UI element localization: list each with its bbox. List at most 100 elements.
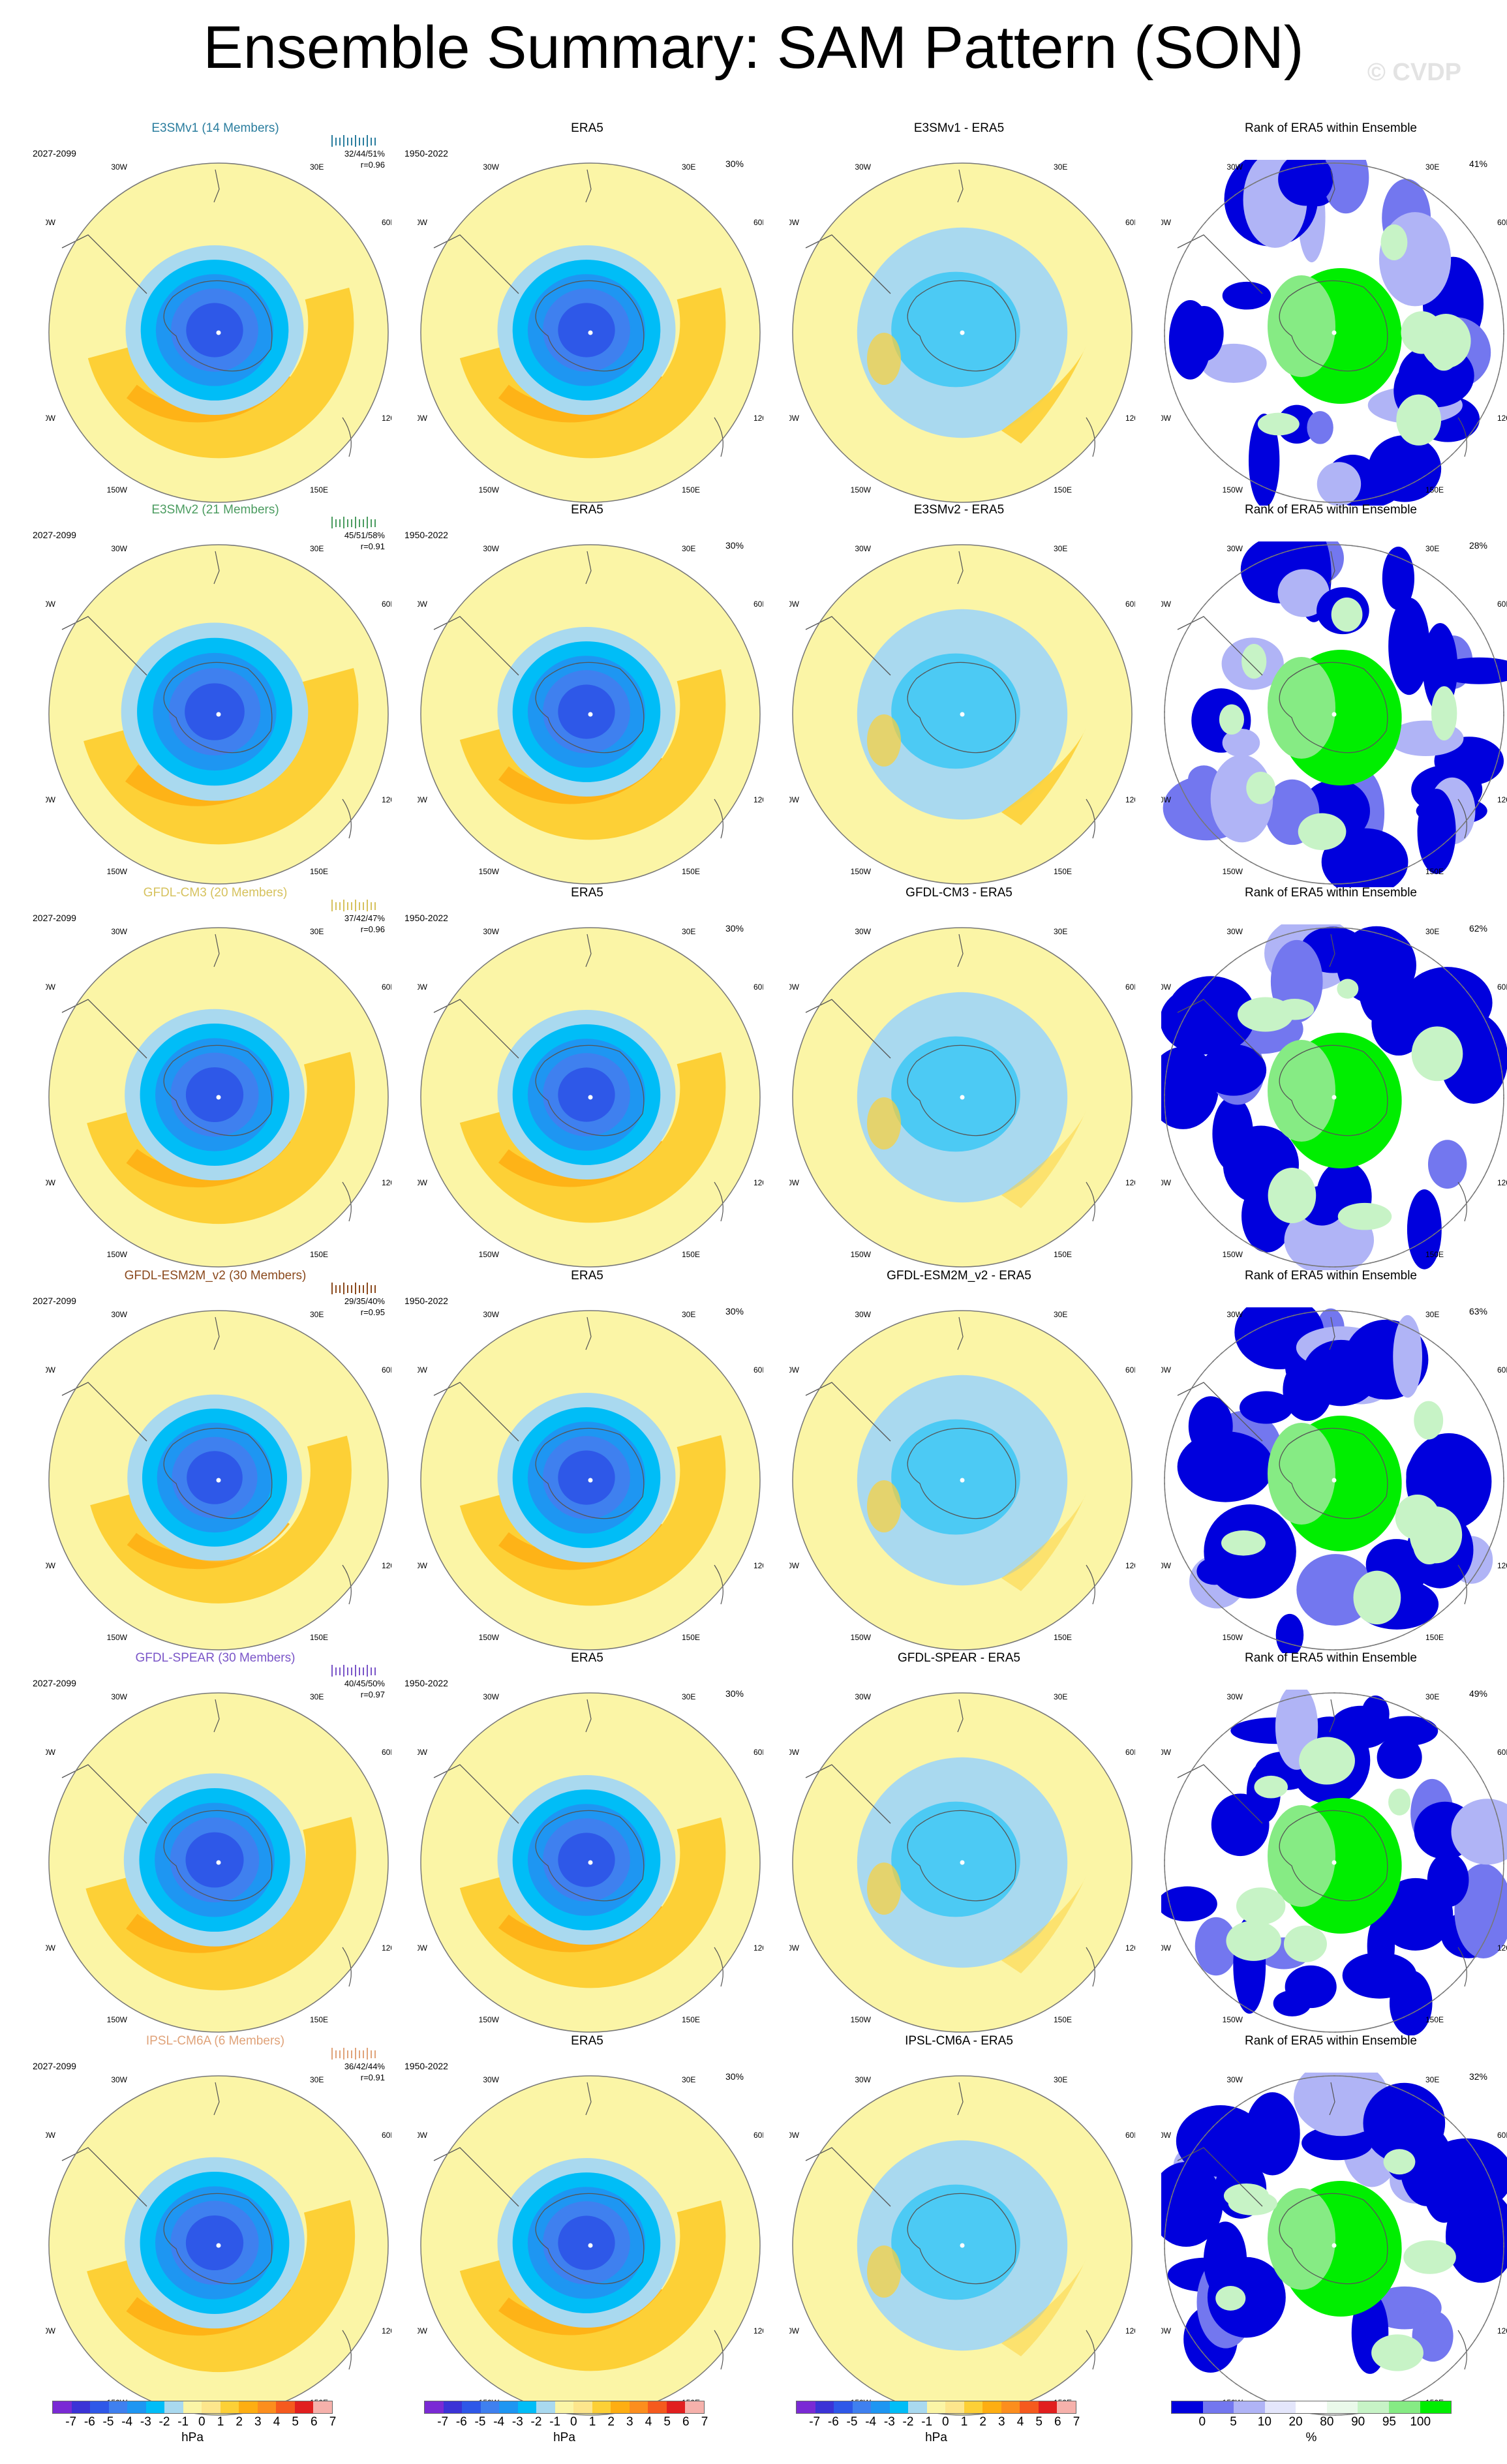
lon-label-top_left: 30W	[855, 1310, 871, 1319]
colorbar-box	[1264, 2401, 1296, 2413]
lon-label-bottom_left: 150W	[107, 485, 128, 494]
panel-title: E3SMv1 (14 Members)	[151, 121, 279, 135]
panel-title: ERA5	[571, 886, 603, 900]
polar-map: 90E180120E150E150W90W120W60E030E30W60W	[1161, 1690, 1507, 2035]
colorbar-box	[592, 2401, 611, 2413]
lon-label-right_upper: 60E	[1497, 2131, 1507, 2140]
lon-label-right_lower: 120E	[1497, 1561, 1507, 1570]
polar-map: 030E60E90E120E150E180150W120W90W60W30W	[418, 2075, 763, 2418]
lon-label-right_lower: 120E	[1125, 795, 1135, 804]
percent-label: 30%	[725, 1688, 744, 1699]
lon-label-right_lower: 120E	[382, 414, 391, 423]
stats-box: 37/42/47% r=0.96	[326, 898, 385, 935]
panel-3-0: GFDL-ESM2M_v2 (30 Members) 2027-2099 29/35…	[33, 1268, 398, 1653]
lon-label-left_upper: 60W	[789, 1365, 800, 1375]
stats-values: 40/45/50%	[344, 1679, 385, 1688]
rank-fill	[1164, 160, 1504, 506]
panel-title: E3SMv2 (21 Members)	[151, 503, 279, 517]
colorbar-tick: 3	[254, 2415, 262, 2429]
polar-map: 90E180120E150E150W90W120W60E030E30W60W	[1161, 2073, 1507, 2418]
lon-label-top_left: 30W	[111, 544, 127, 553]
lon-label-bottom: 180	[212, 505, 225, 506]
coastlines	[792, 1310, 1133, 1650]
panel-1-1: ERA51950-202230%030E60E90E120E150E180150…	[404, 502, 770, 887]
colorbar-box	[1172, 2401, 1203, 2413]
stats-values: 29/35/40%	[344, 1296, 385, 1306]
stats-strip-marks	[331, 135, 376, 147]
coastlines	[792, 927, 1133, 1268]
polar-map: 90E180120E150E150W90W120W60E030E30W60W	[1161, 1307, 1507, 1653]
panel-title: Rank of ERA5 within Ensemble	[1244, 2034, 1417, 2048]
lon-label-top_left: 30W	[855, 162, 871, 172]
polar-map: 030E60E90E120E150E180150W120W90W60W30W	[46, 2075, 391, 2418]
lon-label-bottom_left: 150W	[479, 485, 500, 494]
lon-label-left_upper: 60W	[46, 218, 56, 227]
colorbar-tick: -6	[455, 2415, 467, 2429]
colorbar-tick: 1	[588, 2415, 596, 2429]
panel-title: ERA5	[571, 1269, 603, 1283]
lon-label-top_left: 30W	[1226, 162, 1243, 172]
lon-label-left_upper: 60W	[1161, 1365, 1172, 1375]
coastlines	[1164, 1310, 1504, 1650]
panel-2-2: GFDL-CM3 - ERA5030E60E90E120E150E180150W…	[776, 885, 1142, 1270]
colorbar-box	[982, 2401, 1001, 2413]
period-label: 2027-2099	[33, 530, 76, 540]
rank-fill	[1164, 1307, 1504, 1653]
lon-label-top_right: 30E	[1054, 927, 1067, 936]
panel-title: ERA5	[571, 121, 603, 135]
panel-3-1: ERA51950-202230%030E60E90E120E150E180150…	[404, 1268, 770, 1653]
panel-title: GFDL-ESM2M_v2 - ERA5	[887, 1269, 1031, 1283]
lon-label-left_upper: 60W	[46, 1365, 56, 1375]
lon-label-right_upper: 60E	[382, 1365, 391, 1375]
panel-title: Rank of ERA5 within Ensemble	[1244, 503, 1417, 517]
lon-label-left_upper: 60W	[46, 2131, 56, 2140]
lon-label-left_upper: 60W	[46, 600, 56, 609]
lon-label-bottom_right: 150E	[682, 2015, 700, 2024]
colorbar-box	[1296, 2401, 1327, 2413]
colorbar-tick: -1	[921, 2415, 933, 2429]
colorbar-tick: -4	[865, 2415, 877, 2429]
coastlines	[48, 2075, 389, 2416]
colorbar-box	[834, 2401, 853, 2413]
lon-label-left_upper: 60W	[1161, 1748, 1172, 1757]
colorbar-box	[1038, 2401, 1058, 2413]
lon-label-bottom_right: 150E	[1425, 485, 1444, 494]
colorbar-box	[852, 2401, 872, 2413]
coastlines	[420, 544, 761, 885]
lon-label-bottom_right: 150E	[682, 867, 700, 876]
lon-label-bottom_right: 150E	[682, 1633, 700, 1642]
lon-label-right_upper: 60E	[1125, 982, 1135, 992]
colorbar-tick: 6	[1054, 2415, 1061, 2429]
colorbar-box	[611, 2401, 630, 2413]
colorbar-box	[257, 2401, 277, 2413]
coastlines	[792, 162, 1133, 503]
colorbar-boxes	[52, 2401, 333, 2414]
period-label: 2027-2099	[33, 2061, 76, 2071]
lon-label-right_upper: 60E	[754, 2131, 763, 2140]
lon-label-top_left: 30W	[1226, 927, 1243, 936]
panel-title: Rank of ERA5 within Ensemble	[1244, 1651, 1417, 1665]
colorbar-boxes	[424, 2401, 705, 2414]
lon-label-bottom: 180	[956, 505, 969, 506]
panel-0-2: E3SMv1 - ERA5030E60E90E120E150E180150W12…	[776, 121, 1142, 506]
period-label: 1950-2022	[404, 530, 448, 540]
stats-r: r=0.91	[360, 541, 385, 551]
polar-map: 030E60E90E120E150E180150W120W90W60W30W	[789, 927, 1135, 1270]
lon-label-top_right: 30E	[1425, 927, 1439, 936]
colorbar-box	[797, 2401, 815, 2413]
lon-label-bottom_right: 150E	[1054, 1633, 1072, 1642]
stats-r: r=0.96	[360, 924, 385, 934]
lon-label-top_right: 30E	[1054, 2075, 1067, 2084]
lon-label-bottom_left: 150W	[107, 1633, 128, 1642]
stats-values: 37/42/47%	[344, 913, 385, 923]
period-label: 1950-2022	[404, 148, 448, 159]
colorbar-box	[71, 2401, 91, 2413]
lon-label-top_left: 30W	[483, 1692, 499, 1701]
lon-label-left_upper: 60W	[789, 982, 800, 992]
percent-label: 41%	[1469, 159, 1487, 169]
